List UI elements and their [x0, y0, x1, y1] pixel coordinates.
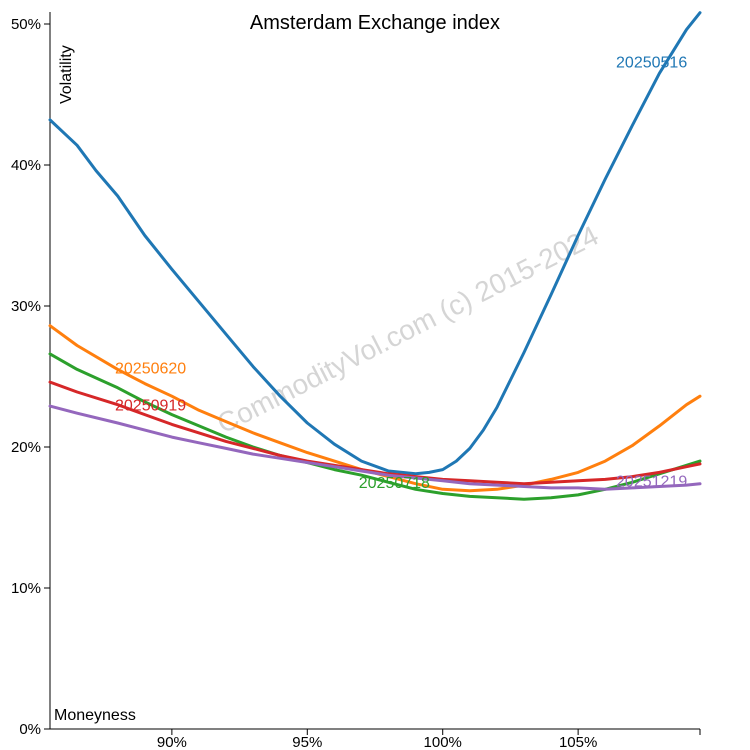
x-tick-label: 90% [157, 734, 187, 750]
y-axis-title: Volatility [58, 45, 75, 104]
series-line-20251219 [48, 404, 702, 491]
y-tick-label: 30% [11, 298, 41, 315]
y-tick-label: 50% [11, 16, 41, 33]
series-label-20251219: 20251219 [616, 473, 687, 490]
y-tick-label: 0% [19, 721, 41, 738]
chart-title: Amsterdam Exchange index [250, 12, 500, 34]
x-tick-label: 95% [292, 734, 322, 750]
y-tick-label: 10% [11, 580, 41, 597]
series-label-20250919: 20250919 [115, 397, 186, 414]
watermark-text: CommodityVol.com (c) 2015-2024 [212, 220, 603, 440]
series-label-20250620: 20250620 [115, 361, 186, 378]
y-tick-label: 20% [11, 439, 41, 456]
series-label-20250516: 20250516 [616, 55, 687, 72]
series-label-20250718: 20250718 [359, 475, 430, 492]
y-tick-label: 40% [11, 157, 41, 174]
x-axis-title: Moneyness [54, 707, 136, 724]
series-line-20250516 [48, 11, 702, 476]
x-tick-label: 105% [559, 734, 597, 750]
x-tick-label: 100% [424, 734, 462, 750]
